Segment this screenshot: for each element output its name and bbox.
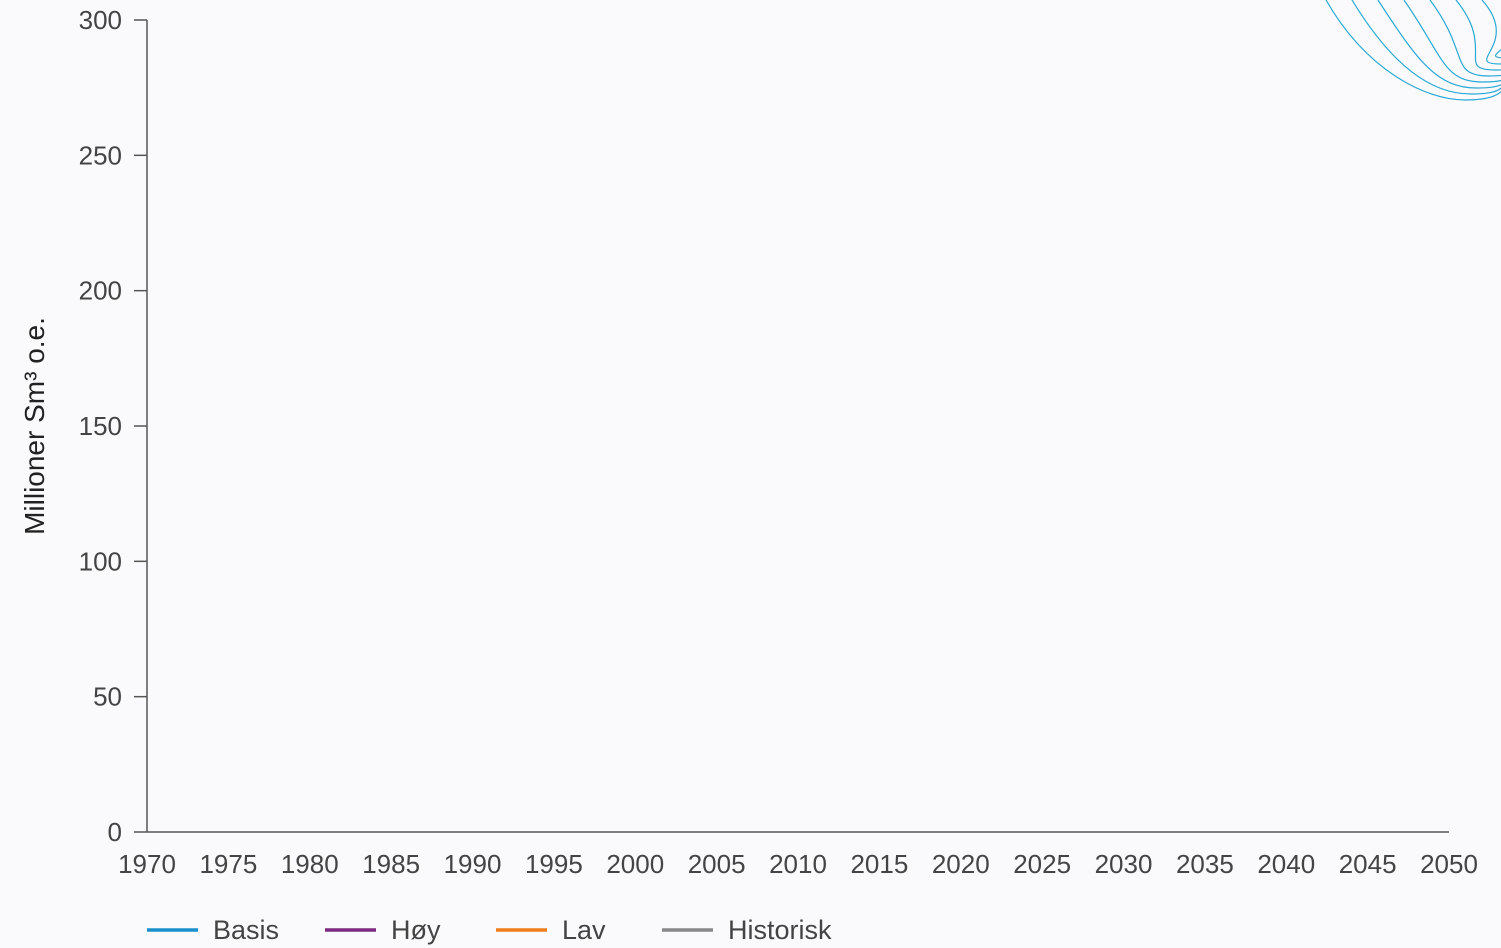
legend-label: Lav <box>562 915 606 945</box>
x-tick-label: 1970 <box>118 849 176 879</box>
x-tick-label: 2010 <box>769 849 827 879</box>
x-tick-label: 1975 <box>199 849 257 879</box>
y-axis-title: Millioner Sm³ o.e. <box>19 317 50 535</box>
x-tick-label: 2030 <box>1095 849 1153 879</box>
y-axis-ticks: 0 50 100 150 200 250 300 <box>79 5 147 847</box>
legend-label: Basis <box>213 915 279 945</box>
x-tick-label: 2005 <box>688 849 746 879</box>
wave-line <box>1351 0 1501 95</box>
x-tick-label: 2020 <box>932 849 990 879</box>
x-tick-label: 2025 <box>1013 849 1071 879</box>
x-tick-label: 2000 <box>606 849 664 879</box>
x-tick-label: 2045 <box>1339 849 1397 879</box>
x-tick-label: 1985 <box>362 849 420 879</box>
wave-line <box>1481 0 1501 65</box>
x-tick-label: 2040 <box>1257 849 1315 879</box>
wave-line <box>1377 0 1501 89</box>
y-tick-label: 300 <box>79 5 122 35</box>
wave-lines-decoration <box>1325 0 1501 101</box>
wave-line <box>1325 0 1501 101</box>
x-axis-ticks: 1970 1975 1980 1985 1990 1995 2000 2005 2010 2015… <box>118 849 1478 879</box>
x-tick-label: 1980 <box>281 849 339 879</box>
y-tick-label: 100 <box>79 546 122 576</box>
y-tick-label: 50 <box>93 682 122 712</box>
y-tick-label: 200 <box>79 276 122 306</box>
y-tick-label: 0 <box>108 817 122 847</box>
wave-line <box>1429 0 1501 77</box>
axes <box>146 20 1449 833</box>
x-tick-label: 2050 <box>1420 849 1478 879</box>
legend-label: Historisk <box>728 915 832 945</box>
y-tick-label: 250 <box>79 140 122 170</box>
legend-item: Lav <box>496 915 606 945</box>
wave-line <box>1403 0 1501 83</box>
x-tick-label: 2015 <box>850 849 908 879</box>
legend-item: Historisk <box>662 915 832 945</box>
x-tick-label: 1995 <box>525 849 583 879</box>
legend-label: Høy <box>391 915 441 945</box>
legend-item: Basis <box>147 915 279 945</box>
x-tick-label: 2035 <box>1176 849 1234 879</box>
wave-line <box>1455 0 1501 71</box>
legend: Basis Høy Lav Historisk <box>147 915 832 945</box>
y-tick-label: 150 <box>79 411 122 441</box>
legend-item: Høy <box>325 915 441 945</box>
x-tick-label: 1990 <box>444 849 502 879</box>
